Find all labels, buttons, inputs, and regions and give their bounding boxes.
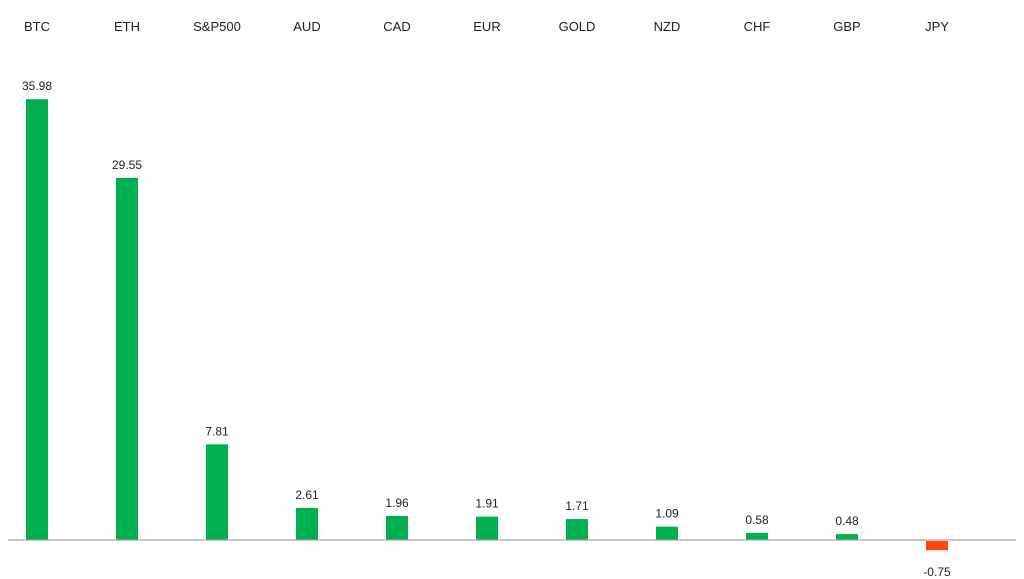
bar-aud <box>296 508 318 540</box>
bar-jpy <box>926 541 948 551</box>
value-label-cad: 1.96 <box>385 496 409 510</box>
bar-cad <box>386 515 408 540</box>
category-label-eth: ETH <box>114 19 140 34</box>
value-label-aud: 2.61 <box>295 488 319 502</box>
value-labels: 35.98 29.55 7.81 2.61 1.96 1.91 1.71 1.09 0.58 0.… <box>22 79 951 579</box>
category-labels: BTC ETH S&P500 AUD CAD EUR GOLD NZD CHF GBP JPY <box>24 19 949 34</box>
value-label-eur: 1.91 <box>475 497 499 511</box>
bar-s-p500 <box>206 444 228 540</box>
category-label-nzd: NZD <box>654 19 681 34</box>
bar-eth <box>116 178 138 540</box>
category-label-gold: GOLD <box>559 19 596 34</box>
category-label-jpy: JPY <box>925 19 949 34</box>
category-label-eur: EUR <box>473 19 500 34</box>
value-label-nzd: 1.09 <box>655 507 679 521</box>
category-label-chf: CHF <box>744 19 771 34</box>
value-label-btc: 35.98 <box>22 79 52 93</box>
value-label-gbp: 0.48 <box>835 514 859 528</box>
bar-nzd <box>656 526 678 540</box>
bar-gbp <box>836 534 858 540</box>
value-label-s-p500: 7.81 <box>205 424 229 438</box>
category-label-cad: CAD <box>383 19 410 34</box>
bar-chf <box>746 532 768 540</box>
value-label-chf: 0.58 <box>745 513 769 527</box>
bar-gold <box>566 519 588 540</box>
bar-btc <box>26 99 48 541</box>
category-label-btc: BTC <box>24 19 50 34</box>
category-label-gbp: GBP <box>833 19 860 34</box>
category-label-aud: AUD <box>293 19 320 34</box>
value-label-eth: 29.55 <box>112 158 142 172</box>
category-label-s-p500: S&P500 <box>193 19 241 34</box>
bar-eur <box>476 516 498 540</box>
value-label-jpy: -0.75 <box>923 565 951 579</box>
bars <box>26 99 948 551</box>
value-label-gold: 1.71 <box>565 499 589 513</box>
